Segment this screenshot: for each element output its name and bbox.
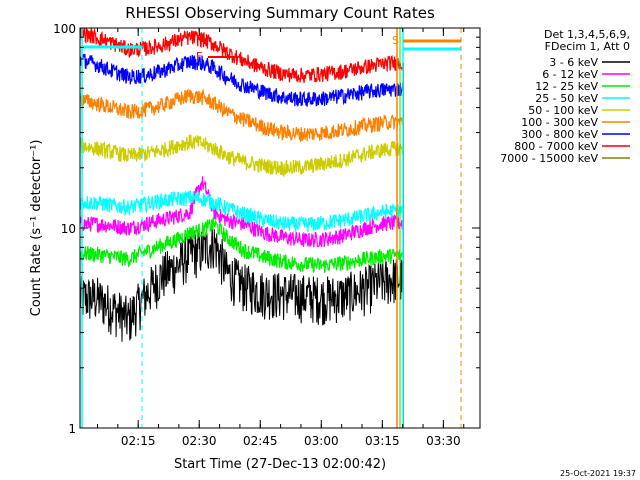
x-tick-label: 02:45 (243, 434, 278, 448)
legend-label: 800 - 7000 keV (514, 140, 598, 153)
y-tick-label: 100 (53, 22, 76, 36)
legend-label: 25 - 50 keV (535, 92, 598, 105)
x-tick-label: 02:30 (182, 434, 217, 448)
legend-label: 50 - 100 keV (528, 104, 598, 117)
series-line-100-300 (80, 88, 404, 143)
x-tick-label: 02:15 (121, 434, 156, 448)
x-axis-label: Start Time (27-Dec-13 02:00:42) (174, 457, 386, 472)
flag-label-s: S (392, 34, 399, 47)
series-line-50-100 (80, 134, 404, 178)
series-12-25 (80, 216, 404, 428)
legend-label: 100 - 300 keV (521, 116, 598, 129)
y-tick-label: 10 (61, 222, 76, 236)
x-tick-label: 03:00 (304, 434, 339, 448)
y-tick-label: 1 (68, 422, 76, 436)
x-tick-label: 03:30 (426, 434, 461, 448)
chart-title: RHESSI Observing Summary Count Rates (125, 4, 435, 22)
legend-label: 6 - 12 keV (542, 68, 598, 81)
y-axis-label: Count Rate (s⁻¹ detector⁻¹) (29, 140, 44, 317)
flag-label-f: F (196, 50, 202, 63)
series-line-800-7000 (80, 28, 404, 84)
series-line-25-50 (80, 190, 404, 233)
series-line-300-800 (80, 53, 404, 107)
timestamp: 25-Oct-2021 19:37 (560, 469, 636, 478)
legend-header: Det 1,3,4,5,6,9, (544, 28, 630, 41)
x-tick-label: 03:15 (365, 434, 400, 448)
legend-label: 7000 - 15000 keV (500, 152, 598, 165)
legend-header: FDecim 1, Att 0 (545, 40, 630, 53)
legend-label: 300 - 800 keV (521, 128, 598, 141)
series-line-12-25 (80, 216, 404, 273)
legend-label: 12 - 25 keV (535, 80, 598, 93)
legend: Det 1,3,4,5,6,9,FDecim 1, Att 0 3 - 6 keV… (500, 28, 630, 165)
series-line-3-6 (80, 225, 404, 342)
legend-label: 3 - 6 keV (549, 56, 598, 69)
